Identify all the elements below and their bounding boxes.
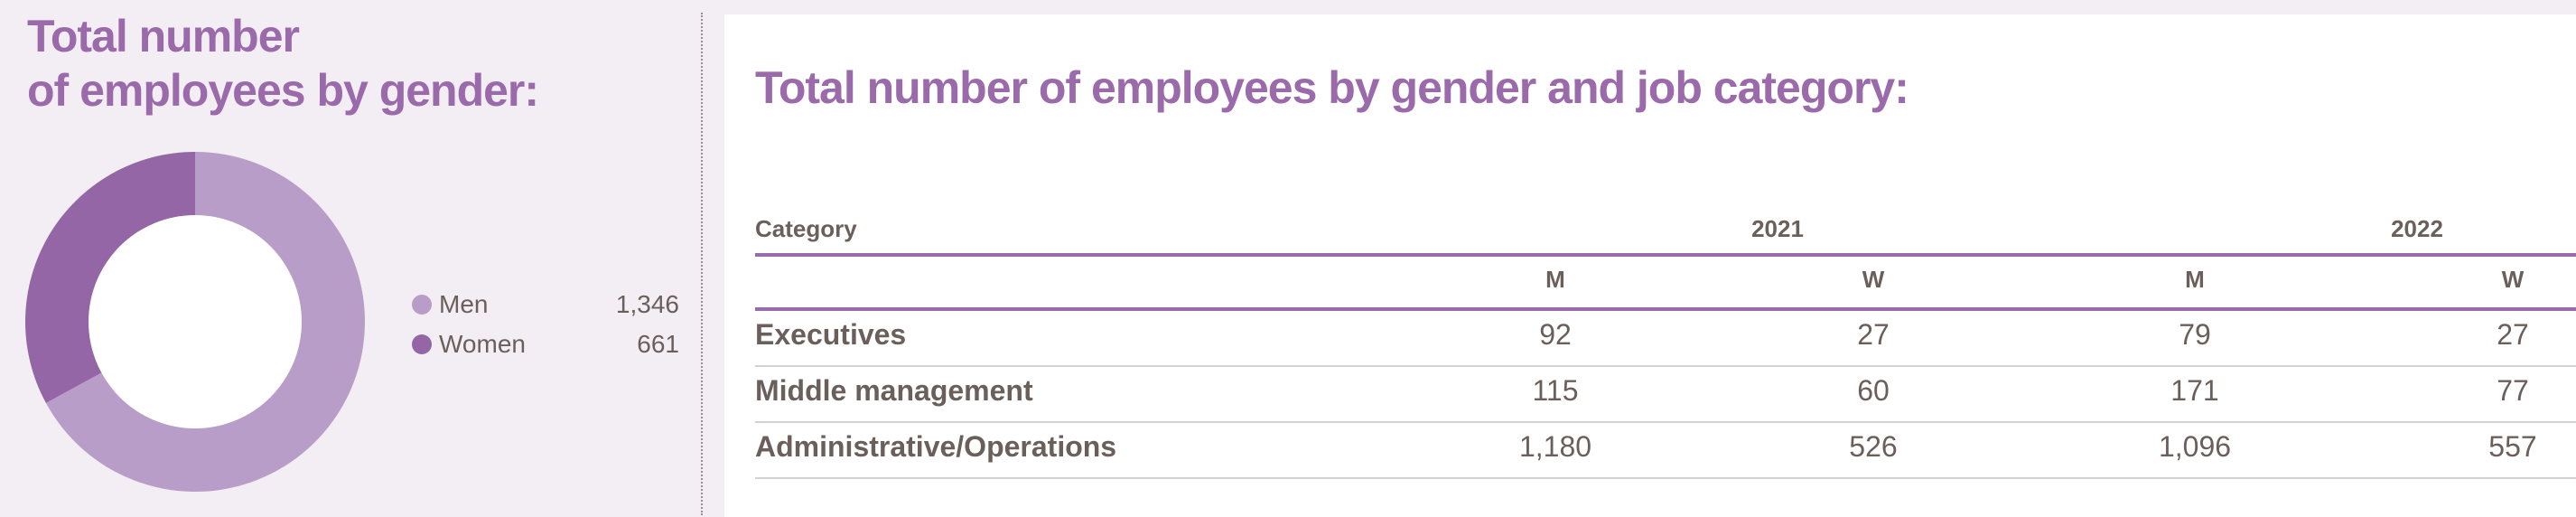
- donut-hole: [89, 215, 302, 428]
- cell-middle-management-2022-w: 77: [2497, 374, 2529, 407]
- gender-chart-title-line1: Total number: [27, 11, 300, 61]
- job-category-panel: Total number of employees by gender and …: [724, 14, 2576, 517]
- cell-executives-2022-m: 79: [2179, 318, 2211, 351]
- legend-value-women: 661: [637, 330, 679, 358]
- header-2021-w: W: [1862, 266, 1885, 293]
- header-2021-m: M: [1545, 266, 1565, 293]
- cell-administrative-operations-2022-w: 557: [2488, 430, 2537, 463]
- row-rule: [755, 421, 2576, 423]
- legend-value-men: 1,346: [615, 290, 679, 318]
- legend-item-men: Men 1,346: [412, 285, 683, 324]
- cell-executives-2021-m: 92: [1539, 318, 1572, 351]
- gender-chart-title-line2: of employees by gender:: [27, 65, 539, 116]
- gender-summary-panel: Total number of employees by gender: Men…: [0, 0, 701, 517]
- header-rule-top: [755, 253, 2576, 257]
- legend-item-women: Women 661: [412, 324, 683, 364]
- legend-swatch-men: [412, 295, 432, 315]
- cell-executives-2021-w: 27: [1857, 318, 1890, 351]
- gender-chart-title: Total number of employees by gender:: [27, 9, 659, 118]
- cell-administrative-operations-2022-m: 1,096: [2158, 430, 2232, 463]
- header-rule-bottom: [755, 307, 2576, 311]
- cell-middle-management-2021-w: 60: [1857, 374, 1890, 407]
- legend-swatch-women: [412, 334, 432, 354]
- cell-middle-management-2022-m: 171: [2170, 374, 2219, 407]
- gender-donut-chart: [25, 152, 366, 492]
- cell-administrative-operations-2021-m: 1,180: [1518, 430, 1592, 463]
- panel-divider: [701, 13, 703, 515]
- header-year-2021: 2021: [1751, 215, 1804, 242]
- table-title: Total number of employees by gender and …: [755, 62, 1909, 113]
- header-category: Category: [755, 215, 857, 242]
- cell-administrative-operations-2021-w: 526: [1849, 430, 1898, 463]
- header-year-2022: 2022: [2391, 215, 2443, 242]
- row-rule: [755, 477, 2576, 479]
- cell-middle-management-2021-m: 115: [1532, 374, 1579, 407]
- header-2022-w: W: [2501, 266, 2525, 293]
- header-2022-m: M: [2185, 266, 2205, 293]
- row-label-executives: Executives: [755, 318, 907, 351]
- row-label-middle-management: Middle management: [755, 374, 1033, 407]
- legend-label-men: Men: [439, 290, 489, 318]
- gender-legend: Men 1,346 Women 661: [412, 285, 683, 364]
- cell-executives-2022-w: 27: [2497, 318, 2529, 351]
- legend-label-women: Women: [439, 330, 526, 358]
- row-rule: [755, 365, 2576, 367]
- row-label-administrative-operations: Administrative/Operations: [755, 430, 1117, 463]
